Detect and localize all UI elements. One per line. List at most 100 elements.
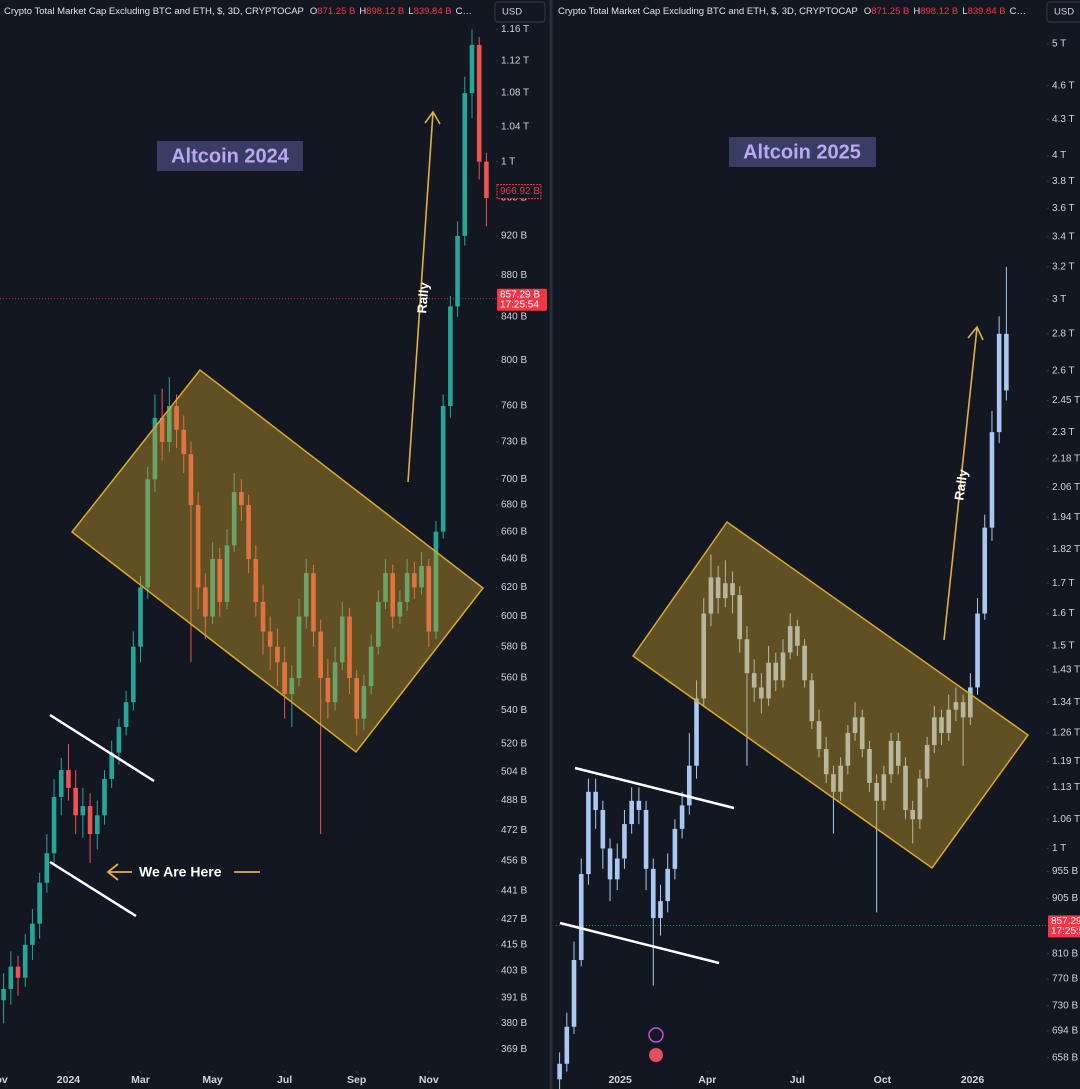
- y-tick-label: 1.43 T: [1052, 664, 1080, 675]
- annotation-bg: [729, 137, 876, 167]
- y-tick-label: 369 B: [501, 1044, 527, 1055]
- candle-body: [960, 702, 966, 718]
- y-tick-label: 955 B: [1052, 866, 1078, 877]
- candle-body: [607, 848, 613, 880]
- y-tick-label: 2.45 T: [1052, 395, 1080, 406]
- candle-body: [354, 678, 359, 719]
- y-tick-label: 4.3 T: [1052, 114, 1075, 125]
- y-tick-label: 660 B: [501, 526, 527, 537]
- candle-body: [571, 959, 577, 1027]
- y-tick-label: 658 B: [1052, 1052, 1078, 1063]
- y-tick-label: 456 B: [501, 856, 527, 867]
- candle-body: [131, 646, 136, 703]
- x-tick-label: Jul: [790, 1074, 805, 1086]
- y-tick-label: 2.18 T: [1052, 454, 1080, 465]
- y-tick-label: 694 B: [1052, 1026, 1078, 1037]
- candle-body: [109, 752, 114, 779]
- candle-body: [419, 566, 424, 588]
- candle-body: [823, 749, 829, 775]
- here-arrow: [106, 863, 260, 881]
- candle-body: [845, 732, 851, 766]
- ohlc-key: H: [913, 6, 920, 17]
- candle-body: [339, 616, 345, 663]
- trend-line: [574, 766, 735, 810]
- candle-body: [874, 782, 879, 801]
- candle-body: [643, 809, 649, 869]
- y-tick-label: 840 B: [501, 312, 527, 323]
- candle-body: [138, 587, 143, 647]
- y-tick-label: 3.6 T: [1052, 203, 1075, 214]
- y-tick-label: 1.94 T: [1052, 512, 1080, 523]
- y-tick-label: 620 B: [501, 582, 527, 593]
- y-tick-label: 3 T: [1052, 294, 1066, 305]
- x-tick-label: Nov: [419, 1074, 439, 1086]
- ohlc-key: O: [864, 6, 871, 17]
- candle-body: [361, 686, 367, 719]
- header: Crypto Total Market Cap Excluding BTC an…: [4, 6, 472, 17]
- candle-body: [795, 626, 800, 646]
- candle-body: [376, 601, 381, 647]
- y-tick-label: 700 B: [501, 474, 527, 485]
- candle-body: [867, 749, 872, 783]
- y-tick-label: 905 B: [1052, 893, 1078, 904]
- candle-body: [8, 966, 14, 989]
- currency-button-bg: [1046, 1, 1080, 23]
- currency-button-bg: [494, 1, 546, 23]
- price-label-bg: [1048, 915, 1080, 938]
- candle-body: [629, 800, 634, 825]
- candle-body: [195, 505, 201, 588]
- candle-body: [282, 662, 287, 695]
- y-tick-label: 415 B: [501, 940, 527, 951]
- candle-body: [448, 306, 453, 407]
- y-tick-label: 1 T: [1052, 843, 1066, 854]
- y-tick-label: 560 B: [501, 673, 527, 684]
- candle-body: [203, 587, 208, 617]
- candle-body: [80, 806, 86, 816]
- candle-body: [802, 645, 807, 681]
- y-tick-label: 810 B: [1052, 948, 1078, 959]
- candle-body: [759, 687, 764, 699]
- header-text: Crypto Total Market Cap Excluding BTC an…: [4, 6, 472, 17]
- y-tick-label: 380 B: [501, 1018, 527, 1029]
- currency-button: USD: [502, 7, 522, 18]
- candle-body: [469, 44, 475, 94]
- event-icon: [648, 1027, 664, 1043]
- y-tick-label: 441 B: [501, 885, 527, 896]
- candle-body: [37, 882, 42, 924]
- candle-body: [600, 809, 606, 849]
- header: Crypto Total Market Cap Excluding BTC an…: [558, 6, 1026, 17]
- candle-body: [1, 988, 6, 1001]
- x-tick-label: Oct: [874, 1074, 892, 1086]
- ohlc-value: 839.84 B: [414, 6, 452, 17]
- candle-body: [253, 559, 259, 602]
- candle-body: [932, 717, 937, 745]
- candles: [557, 267, 1009, 1089]
- y-tick-label: 1.08 T: [501, 88, 529, 99]
- y-tick-label: 730 B: [501, 437, 527, 448]
- candle-body: [368, 646, 374, 687]
- y-tick-label: 640 B: [501, 554, 527, 565]
- candle-body: [953, 702, 959, 710]
- candle-body: [174, 406, 179, 430]
- candle-body: [564, 1026, 570, 1064]
- candle-body: [224, 545, 230, 602]
- candle-body: [715, 577, 721, 599]
- ohlc-key: O: [310, 6, 317, 17]
- ohlc-key: C…: [1010, 6, 1026, 17]
- candle-body: [289, 678, 295, 695]
- x-tick-label: May: [202, 1074, 223, 1086]
- y-tick-label: 880 B: [501, 270, 527, 281]
- candle-body: [665, 868, 670, 902]
- candle-body: [433, 531, 439, 632]
- y-tick-label: 920 B: [501, 231, 527, 242]
- y-tick-label: 1.06 T: [1052, 814, 1080, 825]
- candle-body: [852, 717, 858, 733]
- annotation-bg: [157, 141, 303, 171]
- y-tick-label: 1.16 T: [501, 24, 529, 35]
- y-tick-label: 3.4 T: [1052, 231, 1075, 242]
- candle-body: [332, 662, 338, 703]
- y-tick-label: 520 B: [501, 739, 527, 750]
- y-tick-label: 1.19 T: [1052, 756, 1080, 767]
- marker-label: 966.92 B: [500, 186, 540, 197]
- candle-body: [996, 333, 1002, 433]
